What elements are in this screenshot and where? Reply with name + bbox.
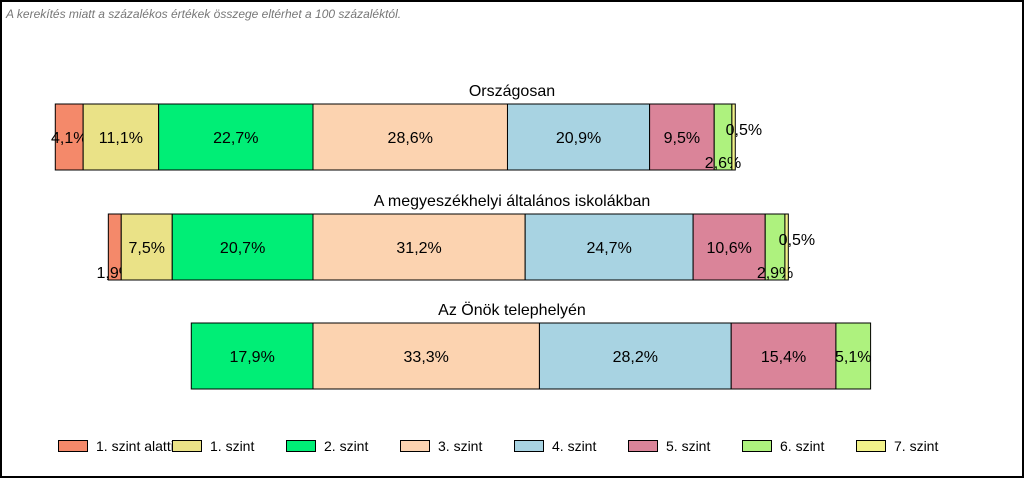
category-title: Országosan xyxy=(469,83,555,100)
data-label: 24,7% xyxy=(586,240,631,257)
data-label: 31,2% xyxy=(396,240,441,257)
rounding-note: A kerekítés miatt a százalékos értékek ö… xyxy=(6,7,402,21)
bar-segment xyxy=(692,213,766,281)
legend-swatch xyxy=(628,440,658,452)
data-label: 2,6% xyxy=(705,155,741,172)
bar-segment xyxy=(190,322,314,390)
data-label: 11,1% xyxy=(99,130,143,147)
data-label: 20,9% xyxy=(556,130,601,147)
legend-label: 6. szint xyxy=(780,438,825,454)
legend-label: 1. szint xyxy=(210,438,255,454)
legend-swatch xyxy=(172,440,202,452)
category-title: Az Önök telephelyén xyxy=(438,301,586,319)
legend-swatch xyxy=(742,440,772,452)
bar-segment xyxy=(730,322,837,390)
bar-segment xyxy=(784,213,789,281)
data-label: 2,9% xyxy=(757,265,793,282)
data-label: 10,6% xyxy=(706,240,751,257)
data-label: 4,1% xyxy=(51,130,87,147)
data-label: 22,7% xyxy=(213,130,258,147)
bar-segment xyxy=(524,213,694,281)
legend-label: 3. szint xyxy=(438,438,483,454)
data-label: 9,5% xyxy=(664,130,700,147)
bar-segment xyxy=(506,103,651,171)
category-title: A megyeszékhelyi általános iskolákban xyxy=(374,193,651,210)
legend-label: 1. szint alatti xyxy=(96,438,174,454)
data-label: 0,5% xyxy=(779,232,815,249)
bar-segment xyxy=(54,103,84,171)
legend-label: 5. szint xyxy=(666,438,711,454)
legend-label: 4. szint xyxy=(552,438,597,454)
bar-segment xyxy=(731,103,736,171)
stacked-bar-chart: Országosan 4,1% 11,1% 22,7% 28,6% 20,9% 9,5% 2,… xyxy=(51,83,872,390)
bar-segment xyxy=(312,213,526,281)
legend-swatch xyxy=(286,440,316,452)
legend-label: 7. szint xyxy=(894,438,939,454)
data-label: 33,3% xyxy=(404,349,449,366)
legend-label: 2. szint xyxy=(324,438,369,454)
data-label: 20,7% xyxy=(220,240,265,257)
data-label: 5,1% xyxy=(835,349,871,366)
legend-swatch xyxy=(514,440,544,452)
data-label: 15,4% xyxy=(761,349,806,366)
legend-swatch xyxy=(400,440,430,452)
bar-segment xyxy=(649,103,715,171)
legend-swatch xyxy=(856,440,886,452)
legend-swatch xyxy=(58,440,88,452)
bar-segment xyxy=(538,322,732,390)
data-label: 17,9% xyxy=(229,349,274,366)
data-label: 28,6% xyxy=(388,130,433,147)
data-label: 0,5% xyxy=(726,122,762,139)
bar-segment xyxy=(171,213,314,281)
bar-segment xyxy=(312,103,508,171)
data-label: 7,5% xyxy=(129,240,165,257)
legend: 1. szint alatti 1. szint 2. szint 3. szint 4… xyxy=(58,438,998,456)
bar-segment xyxy=(312,322,540,390)
bar-segment xyxy=(835,322,872,390)
data-label: 28,2% xyxy=(613,349,658,366)
